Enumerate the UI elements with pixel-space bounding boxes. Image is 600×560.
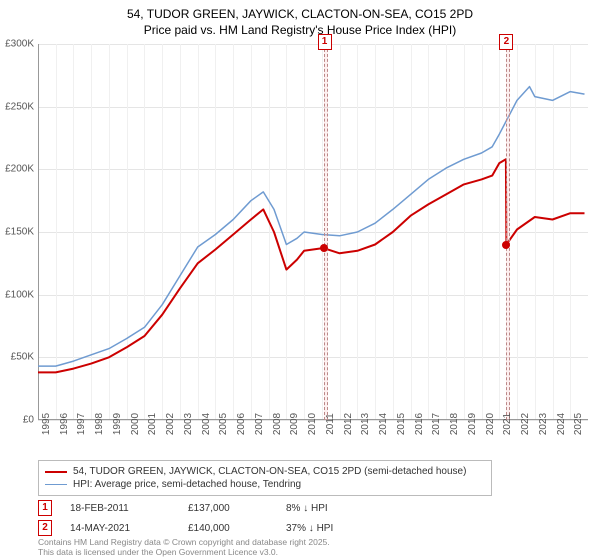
x-tick: 2024: [556, 413, 567, 435]
x-tick: 2017: [431, 413, 442, 435]
event-date: 18-FEB-2011: [70, 503, 170, 514]
x-tick: 2001: [147, 413, 158, 435]
x-tick: 1996: [59, 413, 70, 435]
plot-area: 12: [38, 44, 588, 420]
title-line-1: 54, TUDOR GREEN, JAYWICK, CLACTON-ON-SEA…: [0, 6, 600, 22]
x-tick: 2008: [272, 413, 283, 435]
x-tick: 2019: [467, 413, 478, 435]
x-tick: 2025: [573, 413, 584, 435]
title-block: 54, TUDOR GREEN, JAYWICK, CLACTON-ON-SEA…: [0, 0, 600, 38]
events-row-2: 2 14-MAY-2021 £140,000 37% ↓ HPI: [38, 518, 578, 538]
event-date: 14-MAY-2021: [70, 523, 170, 534]
legend-row-hpi: HPI: Average price, semi-detached house,…: [45, 478, 485, 491]
x-tick: 2015: [396, 413, 407, 435]
legend: 54, TUDOR GREEN, JAYWICK, CLACTON-ON-SEA…: [38, 460, 492, 496]
event-delta: 37% ↓ HPI: [286, 523, 406, 534]
y-tick: £50K: [11, 352, 34, 363]
event-price: £137,000: [188, 503, 268, 514]
legend-swatch-hpi: [45, 484, 67, 485]
x-tick: 1997: [76, 413, 87, 435]
x-tick: 2003: [183, 413, 194, 435]
event-delta: 8% ↓ HPI: [286, 503, 406, 514]
event-id-box: 2: [38, 520, 52, 536]
x-tick: 2011: [325, 413, 336, 435]
x-tick: 2018: [449, 413, 460, 435]
y-tick: £300K: [5, 39, 34, 50]
y-tick: £150K: [5, 227, 34, 238]
x-tick: 2012: [343, 413, 354, 435]
event-marker: 1: [318, 34, 332, 50]
x-tick: 2013: [360, 413, 371, 435]
series-property: [38, 159, 585, 372]
y-tick: £200K: [5, 164, 34, 175]
x-tick: 2007: [254, 413, 265, 435]
event-price: £140,000: [188, 523, 268, 534]
y-tick: £0: [23, 415, 34, 426]
x-tick: 2005: [218, 413, 229, 435]
x-tick: 2000: [130, 413, 141, 435]
x-axis: 1995199619971998199920002001200220032004…: [38, 420, 588, 456]
x-tick: 1999: [112, 413, 123, 435]
legend-row-property: 54, TUDOR GREEN, JAYWICK, CLACTON-ON-SEA…: [45, 465, 485, 478]
x-tick: 2006: [236, 413, 247, 435]
x-tick: 2021: [502, 413, 513, 435]
event-band: [506, 44, 510, 420]
x-tick: 2004: [201, 413, 212, 435]
sale-marker-dot: [320, 244, 328, 252]
legend-label-property: 54, TUDOR GREEN, JAYWICK, CLACTON-ON-SEA…: [73, 466, 466, 477]
x-tick: 2002: [165, 413, 176, 435]
x-tick: 2014: [378, 413, 389, 435]
footer-attribution: Contains HM Land Registry data © Crown c…: [38, 537, 330, 558]
legend-swatch-property: [45, 471, 67, 473]
x-tick: 2016: [414, 413, 425, 435]
event-band: [324, 44, 328, 420]
x-tick: 1995: [41, 413, 52, 435]
y-tick: £100K: [5, 289, 34, 300]
events-table: 1 18-FEB-2011 £137,000 8% ↓ HPI 2 14-MAY…: [38, 498, 578, 538]
x-tick: 2009: [289, 413, 300, 435]
y-axis: £0£50K£100K£150K£200K£250K£300K: [0, 44, 36, 420]
sale-marker-dot: [502, 241, 510, 249]
legend-label-hpi: HPI: Average price, semi-detached house,…: [73, 479, 301, 490]
footer-line-2: This data is licensed under the Open Gov…: [38, 547, 330, 558]
event-marker: 2: [499, 34, 513, 50]
series-hpi: [38, 87, 585, 367]
event-id-box: 1: [38, 500, 52, 516]
x-tick: 2020: [485, 413, 496, 435]
y-tick: £250K: [5, 101, 34, 112]
footer-line-1: Contains HM Land Registry data © Crown c…: [38, 537, 330, 548]
x-tick: 2010: [307, 413, 318, 435]
events-row-1: 1 18-FEB-2011 £137,000 8% ↓ HPI: [38, 498, 578, 518]
x-tick: 2022: [520, 413, 531, 435]
x-tick: 2023: [538, 413, 549, 435]
x-tick: 1998: [94, 413, 105, 435]
chart-container: 54, TUDOR GREEN, JAYWICK, CLACTON-ON-SEA…: [0, 0, 600, 560]
